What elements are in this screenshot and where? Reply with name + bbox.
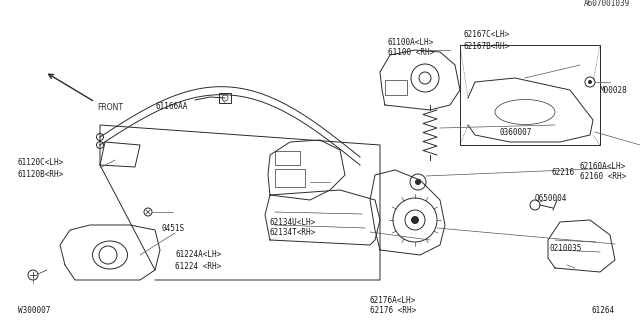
Text: 62176A<LH>: 62176A<LH> (370, 296, 416, 305)
Text: 61120C<LH>: 61120C<LH> (18, 158, 64, 167)
Bar (275, 151, 300, 165)
Text: 0451S: 0451S (162, 224, 185, 233)
Circle shape (588, 80, 592, 84)
Text: 61224A<LH>: 61224A<LH> (175, 250, 221, 259)
Bar (219, 93, 231, 103)
Text: 62134T<RH>: 62134T<RH> (270, 228, 316, 237)
Text: 62160 <RH>: 62160 <RH> (580, 172, 627, 181)
Text: 62160A<LH>: 62160A<LH> (580, 162, 627, 171)
Text: M00028: M00028 (600, 86, 628, 95)
Text: Q650004: Q650004 (535, 194, 568, 203)
Text: 62134U<LH>: 62134U<LH> (270, 218, 316, 227)
Text: A607001039: A607001039 (584, 0, 630, 8)
Text: 61166AA: 61166AA (155, 102, 188, 111)
Text: FRONT: FRONT (97, 103, 123, 112)
Text: 62176 <RH>: 62176 <RH> (370, 306, 416, 315)
Text: 62167C<LH>: 62167C<LH> (464, 30, 510, 39)
Bar (460, 45, 600, 145)
Text: W300007: W300007 (18, 306, 51, 315)
Text: 61100 <RH>: 61100 <RH> (388, 48, 435, 57)
Text: 62216: 62216 (552, 168, 575, 177)
Text: 62167B<RH>: 62167B<RH> (464, 42, 510, 51)
Bar (275, 169, 305, 187)
Circle shape (411, 216, 419, 224)
Text: 0210035: 0210035 (550, 244, 582, 253)
Bar (385, 80, 407, 95)
Text: 61120B<RH>: 61120B<RH> (18, 170, 64, 179)
Text: 61264: 61264 (592, 306, 615, 315)
Text: 61224 <RH>: 61224 <RH> (175, 262, 221, 271)
Text: 0360007: 0360007 (500, 128, 532, 137)
Circle shape (415, 179, 421, 185)
Text: 61100A<LH>: 61100A<LH> (388, 38, 435, 47)
